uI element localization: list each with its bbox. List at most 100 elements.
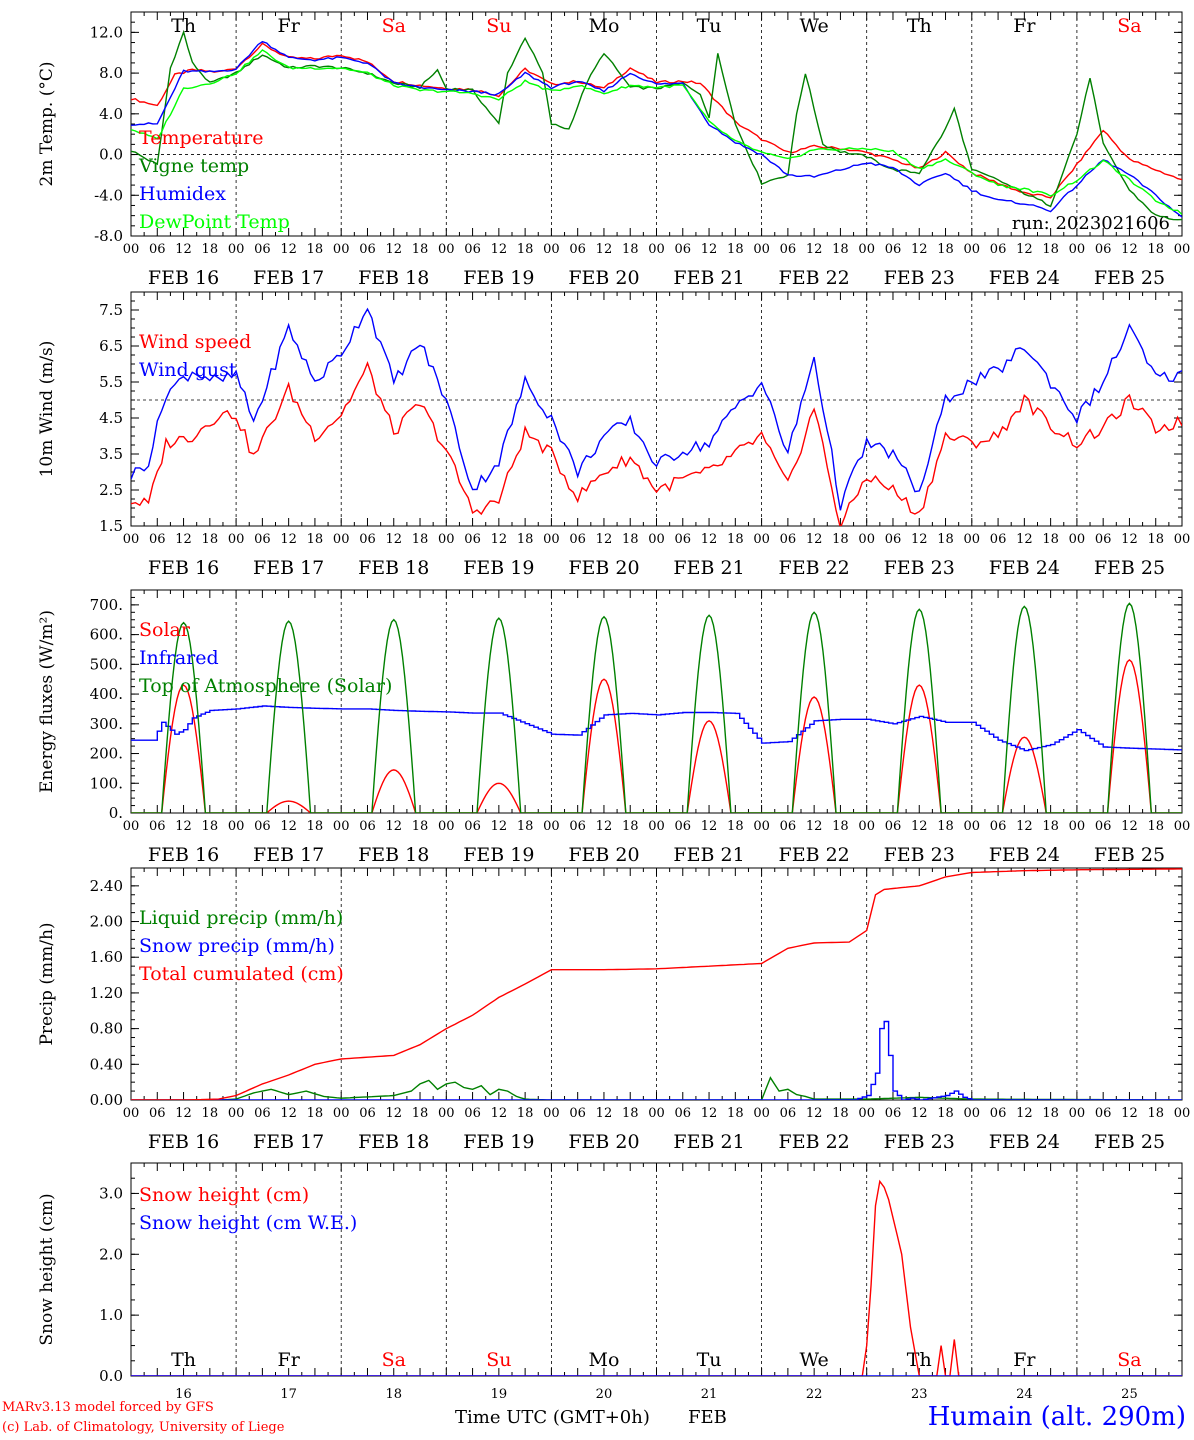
x-date-label: FEB 21 (673, 844, 744, 866)
y-axis-label: 2m Temp. (°C) (37, 61, 57, 186)
day-of-week-label: Tu (697, 1349, 722, 1371)
day-of-week-label: Mo (588, 15, 619, 37)
x-hour-label: 00 (333, 819, 350, 834)
x-hour-label: 12 (175, 819, 192, 834)
run-label: run: 2023021606 (1012, 213, 1170, 234)
series-group (131, 307, 1182, 526)
series-line-total-cumulated-cm (131, 868, 1182, 1100)
y-axis-label: Energy fluxes (W/m²) (37, 610, 57, 793)
x-hour-label: 12 (911, 1106, 928, 1121)
x-date-label: FEB 19 (463, 267, 534, 289)
x-hour-label: 06 (149, 532, 166, 547)
x-axis-month: FEB (688, 1407, 727, 1428)
x-hour-label: 12 (491, 1106, 508, 1121)
x-hour-label: 18 (412, 242, 429, 257)
x-hour-label: 06 (1095, 532, 1112, 547)
y-tick-label: 0. (109, 804, 123, 822)
x-hour-label: 12 (596, 1106, 613, 1121)
series-group (131, 29, 1182, 221)
x-hour-label: 00 (333, 532, 350, 547)
x-hour-label: 00 (333, 242, 350, 257)
y-tick-label: 2.5 (99, 481, 123, 499)
x-hour-label: 12 (596, 532, 613, 547)
model-credit: MARv3.13 model forced by GFS (2, 1400, 214, 1415)
x-date-label: FEB 21 (673, 267, 744, 289)
x-date-label: FEB 18 (358, 267, 429, 289)
x-hour-label: 18 (832, 242, 849, 257)
x-hour-label: 18 (937, 819, 954, 834)
x-date-label: FEB 25 (1094, 1131, 1165, 1153)
x-hour-label: 06 (464, 242, 481, 257)
x-hour-label: 12 (911, 242, 928, 257)
x-date-label: FEB 23 (884, 844, 955, 866)
x-axis-label: Time UTC (GMT+0h) (455, 1407, 650, 1428)
x-hour-label: 00 (1174, 1106, 1191, 1121)
legend-item: DewPoint Temp (139, 211, 290, 233)
x-day-number: 23 (911, 1387, 928, 1402)
day-of-week-label: Th (171, 15, 196, 37)
x-hour-label: 00 (228, 532, 245, 547)
x-hour-label: 18 (307, 819, 324, 834)
x-hour-label: 18 (727, 819, 744, 834)
x-hour-label: 00 (964, 1106, 981, 1121)
station-label: Humain (alt. 290m) (927, 1402, 1186, 1432)
series-line-solar (131, 658, 1182, 813)
x-hour-label: 18 (832, 532, 849, 547)
x-hour-label: 00 (1069, 819, 1086, 834)
y-tick-label: 1.60 (90, 948, 123, 966)
x-day-number: 16 (175, 1387, 192, 1402)
x-date-label: FEB 16 (148, 1131, 219, 1153)
x-hour-label: 06 (359, 1106, 376, 1121)
x-hour-label: 06 (885, 1106, 902, 1121)
y-tick-label: 2.00 (90, 913, 123, 931)
x-hour-label: 06 (569, 242, 586, 257)
x-hour-label: 00 (858, 532, 875, 547)
y-tick-label: 4.0 (99, 105, 123, 123)
x-hour-label: 12 (1016, 532, 1033, 547)
x-date-label: FEB 16 (148, 844, 219, 866)
x-hour-label: 00 (123, 242, 140, 257)
x-hour-label: 12 (280, 1106, 297, 1121)
x-hour-label: 00 (753, 532, 770, 547)
y-tick-label: 12.0 (90, 23, 123, 41)
plot-frame (130, 11, 1183, 237)
x-hour-label: 18 (832, 1106, 849, 1121)
y-tick-label: 200. (90, 745, 123, 763)
x-hour-label: 18 (727, 532, 744, 547)
x-hour-label: 12 (1121, 532, 1138, 547)
x-hour-label: 06 (149, 819, 166, 834)
day-of-week-label: Fr (278, 15, 301, 37)
legend-item: Humidex (139, 183, 226, 205)
x-hour-label: 00 (543, 1106, 560, 1121)
x-hour-label: 12 (596, 242, 613, 257)
x-hour-label: 12 (175, 242, 192, 257)
x-day-number: 19 (491, 1387, 508, 1402)
x-date-label: FEB 25 (1094, 844, 1165, 866)
x-hour-label: 00 (438, 1106, 455, 1121)
x-hour-label: 06 (569, 819, 586, 834)
y-axis-label: Snow height (cm) (37, 1193, 57, 1345)
x-hour-label: 18 (1042, 1106, 1059, 1121)
x-date-label: FEB 20 (568, 844, 639, 866)
x-hour-label: 18 (937, 1106, 954, 1121)
x-hour-label: 18 (1042, 242, 1059, 257)
x-hour-label: 00 (858, 819, 875, 834)
x-hour-label: 06 (359, 819, 376, 834)
x-hour-label: 06 (359, 242, 376, 257)
x-hour-label: 00 (858, 1106, 875, 1121)
plot-frame (130, 589, 1183, 814)
x-hour-label: 00 (543, 532, 560, 547)
series-line-vigne-temp (131, 29, 1182, 221)
x-hour-label: 06 (675, 242, 692, 257)
x-hour-label: 06 (885, 532, 902, 547)
x-hour-label: 18 (1042, 532, 1059, 547)
series-group (131, 868, 1182, 1100)
x-date-label: FEB 17 (253, 844, 324, 866)
x-date-label: FEB 19 (463, 844, 534, 866)
y-axis-label: 10m Wind (m/s) (37, 341, 57, 478)
x-hour-label: 18 (727, 242, 744, 257)
x-hour-label: 18 (307, 242, 324, 257)
series-line-infrared (131, 705, 1182, 752)
x-day-number: 17 (280, 1387, 297, 1402)
